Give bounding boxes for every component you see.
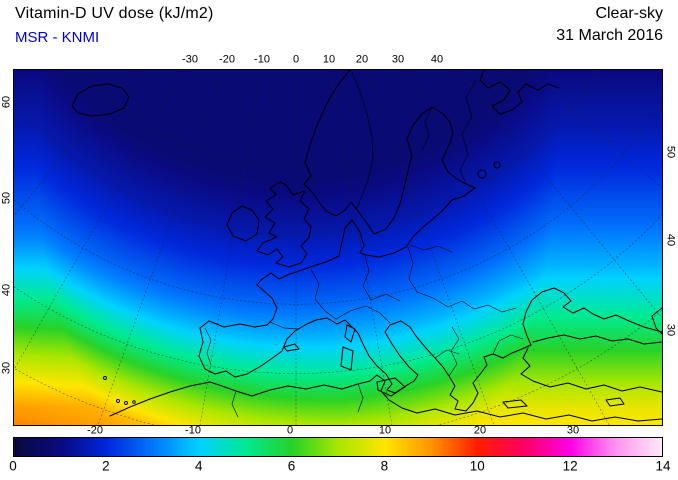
coastline [479,70,560,115]
uv-dose-field-canvas [14,70,662,425]
border [269,321,299,330]
colorbar-tick-label: 8 [380,458,389,474]
lat-tick-right: 30 [664,323,677,337]
lat-tick-left: 50 [0,191,13,205]
gridline-meridian [407,70,610,425]
gridline-meridian [14,70,134,217]
border [204,327,212,366]
lat-tick-left: 30 [0,361,13,375]
lon-tick-top: 10 [322,53,336,66]
gridline-meridian [366,70,495,425]
coastline [344,324,356,343]
border [421,106,433,151]
border [448,326,460,377]
date-label: 31 March 2016 [556,27,663,44]
coastline [198,70,662,412]
coastline [376,377,406,397]
coastline [520,347,662,393]
source-label: MSR - KNMI [15,29,100,46]
lon-tick-bottom: 30 [566,424,580,437]
border [370,293,401,302]
lon-tick-bottom: -10 [185,424,201,437]
gridline-meridian [199,70,262,425]
coastline [532,334,662,345]
gridline-meridian [330,70,393,425]
coastline [109,374,662,422]
condition-label: Clear-sky [595,5,663,22]
border [416,291,517,313]
gridline-parallel [14,70,601,236]
coastline [605,397,625,407]
island-or-lake-outline [493,161,501,169]
lon-tick-top: 30 [391,53,405,66]
colorbar-gradient-canvas [14,438,662,456]
gridline-meridian [14,70,185,371]
colorbar-tick-label: 2 [102,458,110,474]
map-overlay [14,70,662,425]
island-or-lake-outline [124,401,128,405]
gridline-parallel [78,70,514,166]
gridline-parallel [14,309,662,425]
lon-tick-top: 40 [430,53,444,66]
coastline [502,399,528,409]
gridline-parallel [14,101,662,305]
island-or-lake-outline [103,376,107,380]
lon-tick-top: -30 [182,53,198,66]
coastlines [71,70,662,422]
coastline [651,307,662,335]
lat-tick-left: 40 [0,283,13,297]
colorbar-tick-label: 6 [287,458,296,474]
island-or-lake-outline [132,400,136,404]
lon-tick-top: 20 [355,53,369,66]
border [335,305,391,324]
island-or-lake-outline [477,169,487,179]
lon-tick-bottom: 20 [473,424,487,437]
border [357,383,364,413]
border [351,71,374,211]
lon-tick-bottom: 10 [378,424,392,437]
lat-tick-left: 60 [0,95,13,109]
coastline [226,205,260,242]
gridline-meridian [97,70,226,425]
graticule-gridlines [14,70,662,425]
colorbar-tick-label: 0 [9,458,17,474]
island-or-lake-outline [116,399,120,403]
coastline [71,83,130,117]
border [231,390,239,418]
colorbar-tick-label: 12 [562,458,578,474]
lon-tick-top: -20 [219,53,235,66]
lat-tick-right: 50 [664,145,677,159]
border [492,334,524,355]
border [409,244,453,253]
coastline [340,346,354,371]
lon-tick-top: 0 [292,53,300,66]
border [459,79,477,185]
coastline [256,181,312,268]
lat-tick-right: 40 [664,233,677,247]
colorbar-tick-label: 4 [194,458,203,474]
colorbar-tick-label: 10 [469,458,485,474]
border [407,246,418,293]
gridline-parallel [14,214,662,374]
coastline [283,343,300,352]
gridline-meridian [458,70,662,319]
border [434,349,460,359]
country-borders [204,71,524,418]
map-frame [13,69,663,426]
border [310,268,337,320]
lon-tick-bottom: -20 [87,424,103,437]
colorbar [13,437,663,457]
lon-tick-bottom: 0 [286,424,294,437]
colorbar-tick-label: 14 [655,458,671,474]
lon-tick-top: -10 [254,53,270,66]
page-title: Vitamin-D UV dose (kJ/m2) [15,5,214,22]
border [362,255,372,301]
gridline-meridian [525,70,662,189]
